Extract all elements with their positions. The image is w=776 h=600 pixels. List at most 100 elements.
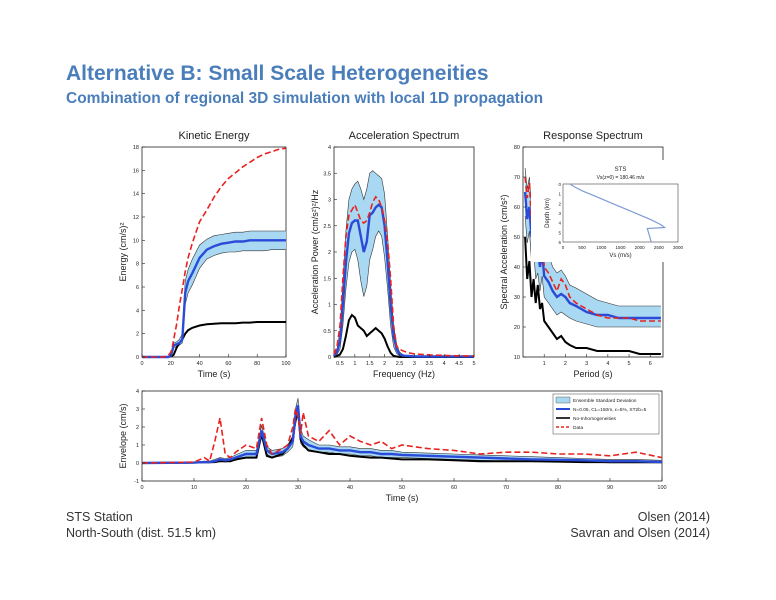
x-tick-label: 2 xyxy=(383,361,386,367)
y-tick-label: 1.5 xyxy=(323,276,331,282)
y-tick-label: 6 xyxy=(136,285,139,291)
y-axis-label: Envelope (cm/s) xyxy=(118,403,128,468)
x-axis-label: Frequency (Hz) xyxy=(373,369,435,379)
series-none xyxy=(142,321,286,358)
x-tick-label: 2 xyxy=(564,361,567,367)
series-data xyxy=(141,408,663,464)
y-tick-label: 4 xyxy=(136,389,139,395)
inset-frame xyxy=(562,183,679,243)
plot-frame xyxy=(333,146,475,358)
legend-box xyxy=(552,393,660,435)
slide-title: Alternative B: Small Scale Heterogeneiti… xyxy=(66,62,489,85)
x-tick-label: 2.5 xyxy=(396,361,404,367)
inset-x-tick-label: 2500 xyxy=(654,245,665,250)
x-tick-label: 4.5 xyxy=(455,361,463,367)
footer-citation-2: Savran and Olsen (2014) xyxy=(570,526,710,540)
y-tick-label: 60 xyxy=(514,205,520,211)
legend-label: No-Inhomogeneities xyxy=(573,416,617,422)
inset-y-tick-label: 1 xyxy=(558,192,561,197)
legend-label: Data xyxy=(573,425,583,431)
x-tick-label: 0 xyxy=(140,361,143,367)
x-tick-label: 10 xyxy=(191,485,197,491)
chart-title: Response Spectrum xyxy=(543,130,643,142)
y-tick-label: 50 xyxy=(514,235,520,241)
y-axis-label: Spectral Acceleration (cm/s²) xyxy=(499,194,509,309)
y-tick-label: 16 xyxy=(133,168,139,174)
series-none xyxy=(524,236,661,355)
band-upper-edge xyxy=(141,398,663,464)
legend-label: Ensemble Standard Deviation xyxy=(573,398,637,404)
y-tick-label: 0 xyxy=(136,461,139,467)
x-tick-label: 60 xyxy=(225,361,231,367)
x-axis-label: Period (s) xyxy=(573,369,612,379)
y-tick-label: 18 xyxy=(133,145,139,151)
y-tick-label: 14 xyxy=(133,192,139,198)
y-tick-label: 12 xyxy=(133,215,139,221)
y-tick-label: 0 xyxy=(328,355,331,361)
y-tick-label: 4 xyxy=(136,308,139,314)
x-tick-label: 4 xyxy=(606,361,609,367)
series-data xyxy=(333,195,474,357)
y-tick-label: 0 xyxy=(136,355,139,361)
inset-x-tick-label: 3000 xyxy=(673,245,684,250)
inset-x-tick-label: 1000 xyxy=(596,245,607,250)
y-tick-label: 20 xyxy=(514,325,520,331)
x-tick-label: 1 xyxy=(543,361,546,367)
y-tick-label: 10 xyxy=(514,355,520,361)
y-axis-label: Energy (cm/s)² xyxy=(118,222,128,281)
inset-subtitle: Vs(z=0) = 180.46 m/s xyxy=(597,175,645,181)
inset-y-label: Depth (km) xyxy=(545,198,551,228)
legend-label: N=0.05, CL=150m, ε=5%, ST2b=5 xyxy=(573,407,647,413)
inset-velocity-profile: 0 500 1000 1500 2000 2500 3000 0 1 2 3 4 5 6 STS Vs(z=0… xyxy=(531,160,686,262)
y-tick-label: 40 xyxy=(514,265,520,271)
x-tick-label: 90 xyxy=(607,485,613,491)
inset-x-tick-label: 500 xyxy=(578,245,586,250)
footer-citation-1: Olsen (2014) xyxy=(637,510,710,524)
x-tick-label: 0 xyxy=(140,485,143,491)
x-tick-label: 30 xyxy=(295,485,301,491)
x-tick-label: 70 xyxy=(503,485,509,491)
x-tick-label: 100 xyxy=(281,361,290,367)
chart-1: 0 20 40 60 80 100 0 2 4 6 8 10 12 14 16 18 Kinetic Energ… xyxy=(118,130,291,379)
inset-profile-line xyxy=(569,183,667,243)
x-tick-label: 20 xyxy=(243,485,249,491)
inset-y-tick-label: 4 xyxy=(558,221,561,226)
series-model xyxy=(141,405,663,465)
x-tick-label: 3 xyxy=(413,361,416,367)
y-tick-label: 2 xyxy=(136,332,139,338)
band-fill xyxy=(142,231,286,357)
x-tick-label: 1.5 xyxy=(366,361,374,367)
series-model xyxy=(333,203,474,358)
slide-subtitle: Combination of regional 3D simulation wi… xyxy=(66,90,544,107)
y-tick-label: 1 xyxy=(328,303,331,309)
y-tick-label: 0.5 xyxy=(323,329,331,335)
y-tick-label: 1 xyxy=(136,443,139,449)
inset-x-label: Vs (m/s) xyxy=(609,253,631,259)
x-tick-label: 100 xyxy=(657,485,666,491)
series-model xyxy=(142,239,286,359)
x-axis-label: Time (s) xyxy=(386,493,419,503)
x-tick-label: 80 xyxy=(555,485,561,491)
y-tick-label: 4 xyxy=(328,145,331,151)
y-tick-label: 10 xyxy=(133,238,139,244)
inset-x-tick-label: 0 xyxy=(562,245,565,250)
y-tick-label: 70 xyxy=(514,175,520,181)
y-tick-label: 3 xyxy=(328,198,331,204)
x-tick-label: 1 xyxy=(353,361,356,367)
y-tick-label: 2 xyxy=(328,250,331,256)
legend: Ensemble Standard Deviation N=0.05, CL=15… xyxy=(552,393,660,435)
x-tick-label: 40 xyxy=(197,361,203,367)
x-tick-label: 3.5 xyxy=(425,361,433,367)
x-tick-label: 80 xyxy=(254,361,260,367)
y-axis-label: Acceleration Power (cm/s²)²/Hz xyxy=(310,189,320,314)
inset-title: STS xyxy=(615,167,627,173)
inset-y-tick-label: 2 xyxy=(558,201,561,206)
series-data xyxy=(142,147,287,358)
inset-y-tick-label: 6 xyxy=(558,240,561,245)
x-tick-label: 0.5 xyxy=(336,361,344,367)
x-tick-label: 60 xyxy=(451,485,457,491)
footer-station: STS Station xyxy=(66,510,133,524)
